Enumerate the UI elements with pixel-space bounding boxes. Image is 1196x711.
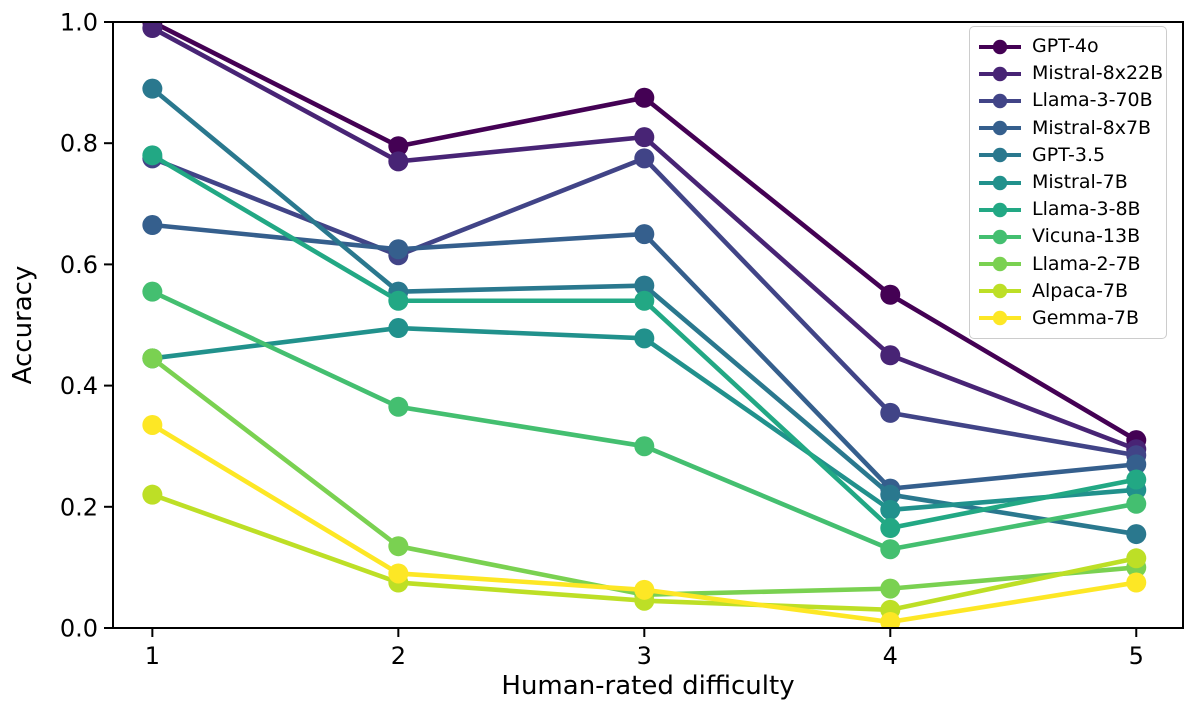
legend-label: Llama-3-8B: [1032, 198, 1141, 221]
x-axis-title: Human-rated difficulty: [501, 671, 795, 701]
plot-area: [142, 22, 1147, 628]
legend-item-Llama-2-7B: Llama-2-7B: [978, 251, 1158, 278]
legend-line-marker-icon: [979, 284, 1021, 299]
legend-label: Llama-2-7B: [1032, 252, 1141, 275]
data-point-marker: [1126, 548, 1147, 569]
data-point-marker: [880, 402, 901, 423]
y-tick-label: 1.0: [60, 9, 98, 37]
data-point-marker: [634, 290, 655, 311]
x-tick-label: 3: [637, 642, 652, 670]
legend-line-marker-icon: [979, 120, 1021, 136]
data-point-marker: [880, 518, 901, 539]
x-tick-label: 4: [883, 642, 898, 670]
data-point-marker: [634, 328, 655, 349]
legend-item-Llama-3-70B: Llama-3-70B: [978, 87, 1158, 114]
data-point-marker: [634, 436, 655, 457]
data-point-marker: [142, 348, 163, 369]
data-point-marker: [388, 290, 409, 311]
legend-item-Alpaca-7B: Alpaca-7B: [978, 278, 1158, 305]
data-point-marker: [388, 563, 409, 584]
data-point-marker: [388, 151, 409, 172]
data-point-marker: [634, 127, 655, 148]
data-point-marker: [388, 318, 409, 339]
x-tick-label: 1: [145, 642, 160, 670]
data-point-marker: [1126, 469, 1147, 490]
data-point-marker: [388, 239, 409, 260]
series-GPT-4o: [142, 22, 1147, 451]
legend-label: Mistral-7B: [1032, 171, 1128, 194]
legend-label: Mistral-8x7B: [1032, 116, 1152, 139]
data-point-marker: [880, 484, 901, 505]
legend-item-GPT-4o: GPT-4o: [978, 33, 1158, 60]
series-Gemma-7B: [142, 414, 1147, 628]
data-point-marker: [1126, 524, 1147, 545]
legend-label: Mistral-8x22B: [1032, 62, 1164, 85]
series-Vicuna-13B: [142, 281, 1147, 560]
y-axis-title: Accuracy: [8, 265, 38, 385]
data-point-marker: [880, 611, 901, 628]
legend-line-marker-icon: [979, 175, 1021, 190]
legend: GPT-4o Mistral-8x22B Llama-3-70B Mistral-8x…: [969, 26, 1167, 340]
data-point-marker: [388, 536, 409, 557]
series-Llama-3-8B: [142, 145, 1147, 539]
legend-label: GPT-3.5: [1032, 143, 1106, 166]
y-tick-label: 0.2: [60, 493, 98, 521]
data-point-marker: [142, 22, 163, 39]
legend-item-Gemma-7B: Gemma-7B: [978, 305, 1158, 332]
legend-line-marker-icon: [979, 202, 1021, 217]
data-point-marker: [142, 145, 163, 166]
data-point-marker: [142, 215, 163, 236]
data-point-marker: [634, 224, 655, 245]
y-tick-label: 0.6: [60, 251, 98, 279]
legend-line-marker-icon: [979, 311, 1021, 326]
x-tick-label: 2: [391, 642, 406, 670]
legend-label: Gemma-7B: [1032, 306, 1140, 329]
legend-item-Vicuna-13B: Vicuna-13B: [978, 223, 1158, 250]
data-point-marker: [1126, 493, 1147, 514]
data-point-marker: [388, 136, 409, 157]
legend-line-marker-icon: [979, 229, 1021, 245]
legend-label: Vicuna-13B: [1032, 225, 1141, 248]
legend-item-Mistral-7B: Mistral-7B: [978, 169, 1158, 196]
data-point-marker: [142, 281, 163, 302]
x-tick-label: 5: [1129, 642, 1144, 670]
legend-line-marker-icon: [979, 93, 1021, 109]
legend-item-GPT-3.5: GPT-3.5: [978, 142, 1158, 169]
legend-line-marker-icon: [979, 39, 1021, 54]
data-point-marker: [880, 578, 901, 599]
legend-label: GPT-4o: [1032, 35, 1099, 58]
legend-label: Alpaca-7B: [1032, 279, 1129, 302]
legend-item-Mistral-8x7B: Mistral-8x7B: [978, 115, 1158, 142]
axes-spines: [112, 21, 1184, 629]
legend-line-marker-icon: [979, 66, 1021, 81]
legend-item-Mistral-8x22B: Mistral-8x22B: [978, 60, 1163, 87]
data-point-marker: [1126, 454, 1147, 475]
data-point-marker: [880, 284, 901, 305]
data-point-marker: [142, 414, 163, 435]
data-point-marker: [634, 87, 655, 108]
data-point-marker: [634, 579, 655, 600]
y-tick-label: 0.0: [60, 615, 98, 643]
legend-item-Llama-3-8B: Llama-3-8B: [978, 196, 1158, 223]
legend-label: Llama-3-70B: [1032, 89, 1153, 112]
data-point-marker: [880, 345, 901, 366]
legend-line-marker-icon: [979, 148, 1021, 163]
y-tick-label: 0.8: [60, 130, 98, 158]
data-point-marker: [880, 539, 901, 560]
legend-line-marker-icon: [979, 256, 1021, 272]
data-point-marker: [880, 499, 901, 520]
data-point-marker: [142, 484, 163, 505]
data-point-marker: [634, 148, 655, 169]
y-tick-label: 0.4: [60, 372, 98, 400]
series-Mistral-7B: [142, 318, 1147, 520]
series-Mistral-8x22B: [142, 22, 1147, 460]
data-point-marker: [1126, 572, 1147, 593]
data-point-marker: [634, 275, 655, 296]
data-point-marker: [388, 396, 409, 417]
data-point-marker: [142, 78, 163, 99]
series-Mistral-8x7B: [142, 215, 1147, 499]
